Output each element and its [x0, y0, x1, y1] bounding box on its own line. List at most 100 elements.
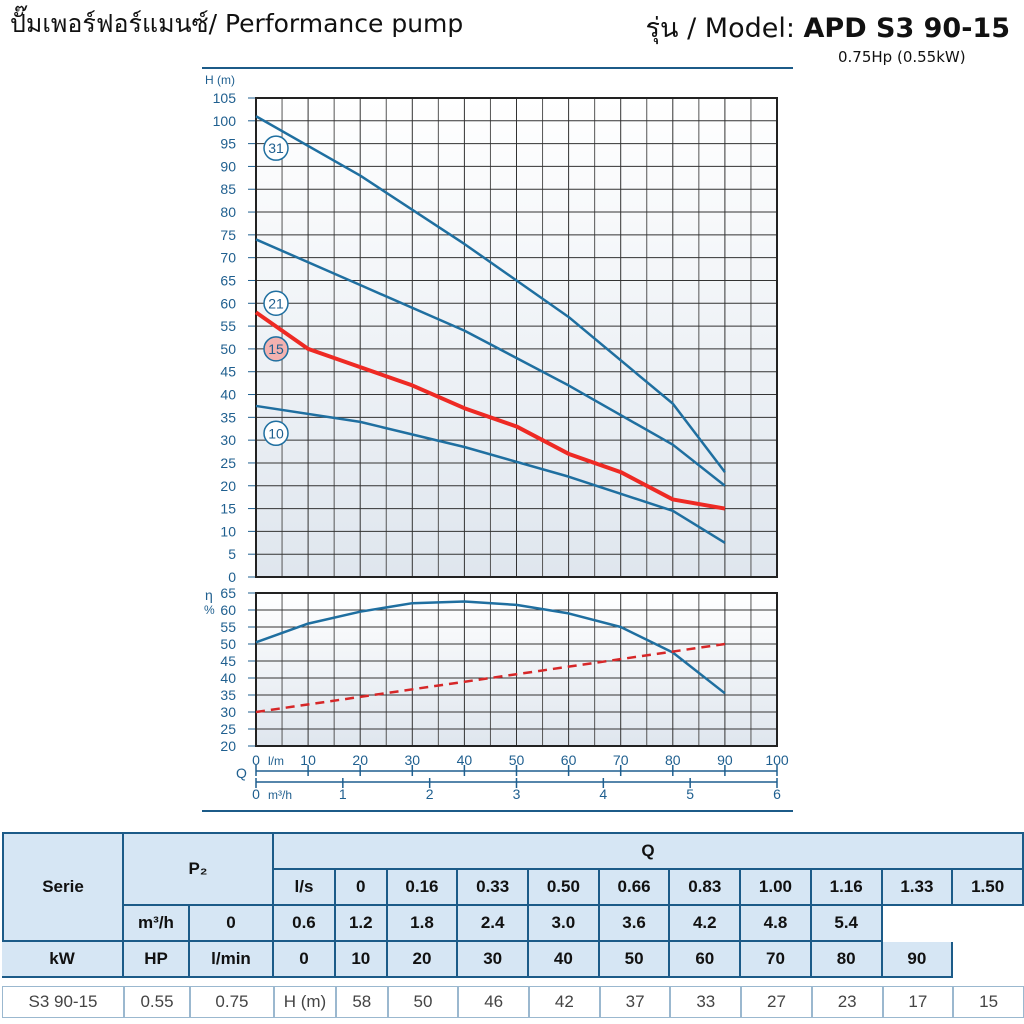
curve-label-15: 15: [268, 341, 284, 357]
head-value-cell: 58: [335, 986, 388, 1018]
q-lmin-cell: 70: [741, 942, 812, 978]
curve-label-21: 21: [268, 295, 284, 311]
head-value-cell: 27: [741, 986, 812, 1018]
q-lmin-cell: 80: [811, 942, 883, 978]
x-tick-label-m3h: 3: [513, 786, 521, 802]
y-tick-label: 55: [220, 619, 236, 635]
y-tick-label: 45: [220, 364, 236, 380]
serie-value: S3 90-15: [2, 986, 124, 1018]
x-axis-q-label: Q: [236, 765, 247, 781]
q-m3h-cell: 1.8: [387, 906, 459, 942]
x-tick-label-m3h: 4: [599, 786, 607, 802]
y-tick-label: 65: [220, 585, 236, 601]
y-axis-unit-eff: %: [204, 603, 215, 617]
curve-label-circle: [263, 290, 289, 317]
series-line-efficiency: [255, 600, 726, 695]
performance-table: Serie P₂ Q l/s 0 0.16 0.33 0.50 0.66 0.83 1.00 1…: [2, 832, 1024, 1018]
q-ls-cell: 1.33: [882, 870, 954, 906]
unit-m3h: m³/h: [124, 906, 190, 942]
x-tick-label-lmin: 50: [509, 752, 525, 768]
head-value-cell: 23: [811, 986, 883, 1018]
q-ls-cell: 1.00: [741, 870, 812, 906]
q-m3h-cell: 0.6: [273, 906, 336, 942]
series-line-10: [255, 404, 726, 544]
head-value-cell: 50: [387, 986, 459, 1018]
y-tick-label: 25: [220, 455, 236, 471]
x-tick-label-lmin: 10: [300, 752, 316, 768]
curve-label-circle: [263, 135, 289, 161]
x-unit-lmin: l/m: [268, 754, 284, 768]
q-ls-cell: 1.16: [811, 870, 883, 906]
kw-header: kW: [2, 942, 124, 978]
y-tick-label: 20: [220, 738, 236, 754]
x-tick-label-lmin: 40: [457, 752, 473, 768]
hp-header: HP: [124, 942, 190, 978]
y-tick-label: 50: [220, 341, 236, 357]
q-ls-cell: 1.50: [953, 870, 1024, 906]
y-tick-label: 55: [220, 318, 236, 334]
y-tick-label: 60: [220, 602, 236, 618]
p2-header: P₂: [124, 832, 274, 906]
model-name: APD S3 90-15: [803, 13, 1010, 44]
y-tick-label: 80: [220, 204, 236, 220]
q-lmin-cell: 20: [387, 942, 459, 978]
model-title: รุ่น / Model: APD S3 90-15: [646, 6, 1010, 49]
q-m3h-cell: 4.2: [670, 906, 742, 942]
y-tick-label: 50: [220, 636, 236, 652]
head-value-cell: 42: [529, 986, 600, 1018]
y-tick-label: 40: [220, 387, 236, 403]
y-tick-label: 30: [220, 432, 236, 448]
power-rating: 0.75Hp (0.55kW): [838, 48, 966, 66]
x-unit-m3h: m³/h: [268, 788, 292, 802]
y-tick-label: 65: [220, 272, 236, 288]
x-tick-label-lmin: 70: [613, 752, 629, 768]
x-tick-label-lmin: 30: [405, 752, 421, 768]
y-tick-label: 5: [228, 546, 236, 562]
q-lmin-cell: 10: [335, 942, 388, 978]
y-tick-label: 40: [220, 670, 236, 686]
performance-chart: 0510152025303540455055606570758085909510…: [202, 67, 793, 812]
series-line-power: [255, 642, 726, 714]
x-tick-label-lmin: 0: [252, 752, 260, 768]
x-tick-label-lmin: 20: [352, 752, 368, 768]
series-line-31: [255, 115, 726, 473]
plot-frame-eff: [255, 592, 778, 747]
q-ls-cell: 0.66: [599, 870, 671, 906]
y-tick-label: 35: [220, 409, 236, 425]
unit-ls: l/s: [273, 870, 336, 906]
y-axis-label-eff: η: [205, 587, 213, 603]
y-axis-label-head: H (m): [205, 73, 235, 87]
q-m3h-cell: 4.8: [741, 906, 812, 942]
serie-header: Serie: [2, 832, 124, 942]
y-tick-label: 75: [220, 227, 236, 243]
series-line-15: [254, 310, 726, 511]
head-value-cell: 46: [458, 986, 530, 1018]
q-ls-cell: 0.50: [529, 870, 600, 906]
y-tick-label: 25: [220, 721, 236, 737]
curve-label-10: 10: [268, 425, 284, 441]
y-tick-label: 70: [220, 250, 236, 266]
q-header: Q: [273, 832, 1024, 870]
q-m3h-cell: 0: [190, 906, 274, 942]
q-ls-cell: 0: [335, 870, 388, 906]
x-tick-label-lmin: 90: [717, 752, 733, 768]
y-tick-label: 100: [213, 113, 237, 129]
curve-label-circle: [263, 420, 289, 447]
q-m3h-cell: 2.4: [458, 906, 530, 942]
q-lmin-cell: 90: [882, 942, 954, 978]
x-tick-label-lmin: 80: [665, 752, 681, 768]
x-tick-label-lmin: 60: [561, 752, 577, 768]
y-tick-label: 45: [220, 653, 236, 669]
q-ls-cell: 0.16: [387, 870, 459, 906]
q-ls-cell: 0.83: [670, 870, 742, 906]
q-m3h-cell: 3.6: [599, 906, 671, 942]
q-m3h-cell: 5.4: [811, 906, 883, 942]
q-ls-cell: 0.33: [458, 870, 530, 906]
q-lmin-cell: 50: [599, 942, 671, 978]
series-line-21: [255, 238, 726, 487]
page-title: ปั๊มเพอร์ฟอร์แมนซ์/ Performance pump: [10, 9, 464, 38]
curve-label-circle: [263, 336, 289, 362]
q-lmin-cell: 0: [273, 942, 336, 978]
head-value-cell: 33: [670, 986, 742, 1018]
table-gap: [2, 978, 1024, 986]
